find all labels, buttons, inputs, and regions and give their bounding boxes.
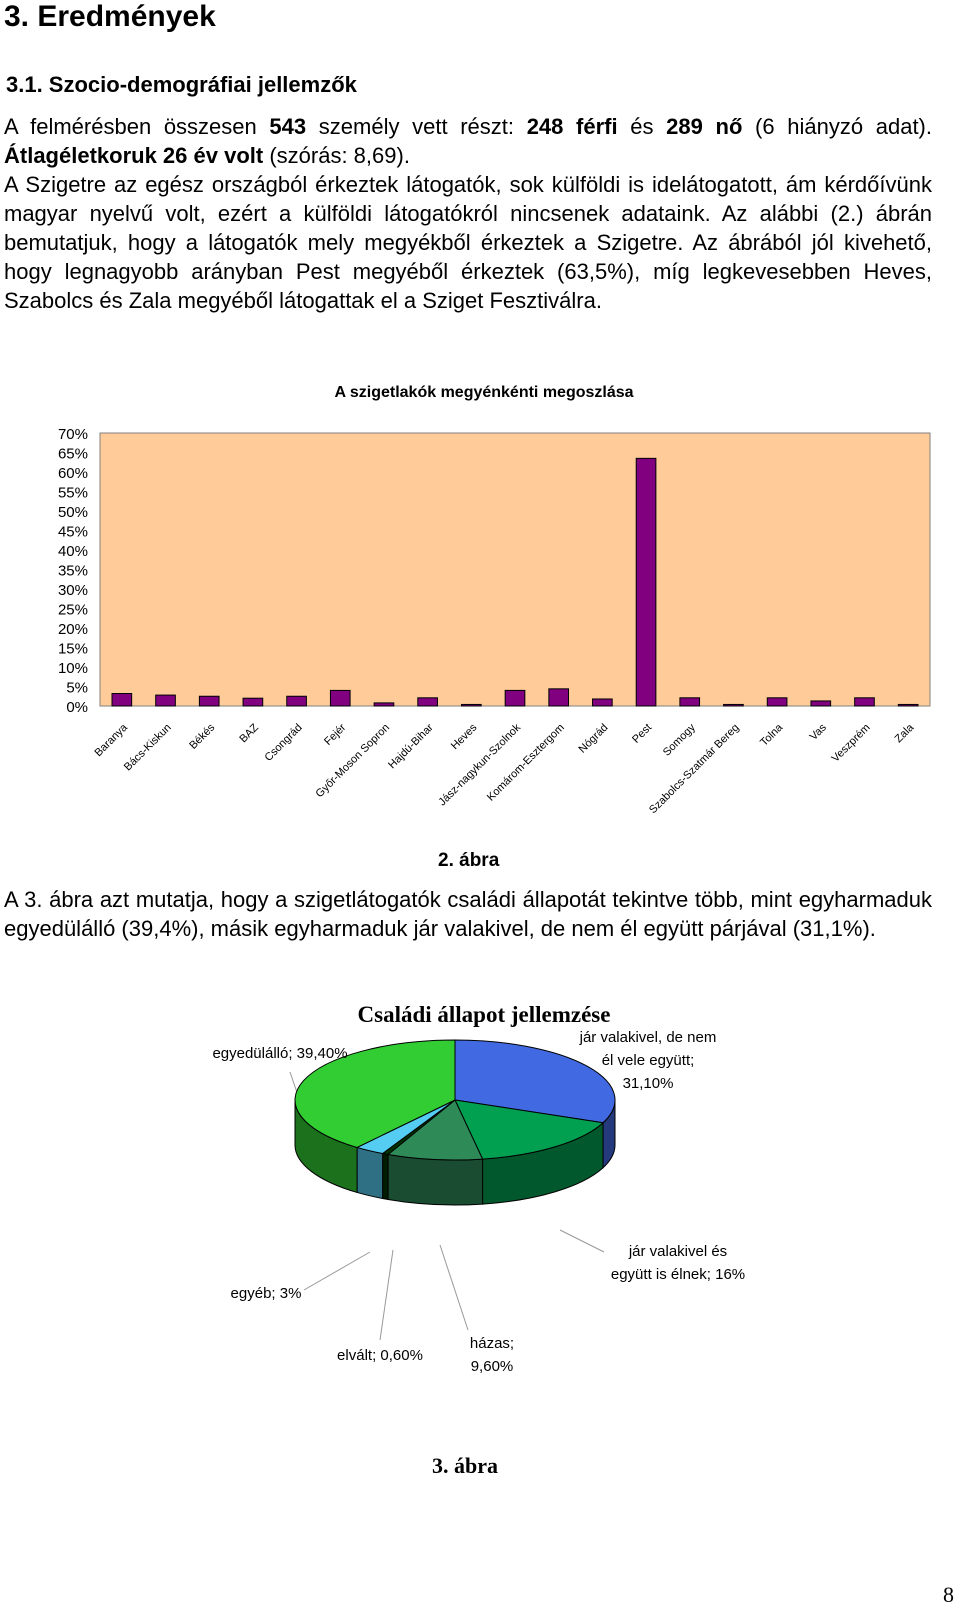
leader-line — [559, 1229, 605, 1253]
pie-label: él vele együtt; — [602, 1052, 695, 1069]
bar — [460, 703, 482, 707]
y-tick-label: 50% — [58, 504, 88, 521]
x-tick-label: Csongrád — [262, 722, 304, 764]
x-tick-label: Pest — [630, 722, 654, 746]
x-tick-label: Heves — [449, 721, 480, 752]
bar — [592, 698, 613, 707]
y-tick-label: 30% — [58, 582, 88, 599]
bar — [766, 697, 788, 707]
figure-caption-3: 3. ábra — [432, 1453, 498, 1478]
pie-label: egyedülálló; 39,40% — [212, 1045, 347, 1062]
pie-slice — [294, 1039, 456, 1148]
marital-status-pie-chart: Családi állapot jellemzése jár valakivel… — [212, 1002, 745, 1375]
pie-slice-side — [382, 1152, 389, 1201]
leader-line — [379, 1249, 394, 1341]
y-tick-label: 45% — [58, 524, 88, 541]
bar — [329, 689, 351, 707]
x-tick-label: Veszprém — [830, 722, 873, 765]
paragraph-participants: A felmérésben összesen 543 személy vett … — [4, 114, 932, 168]
x-tick-label: Bács-Kiskun — [122, 722, 174, 774]
chart-title: Családi állapot jellemzése — [358, 1002, 611, 1027]
y-tick-label: 5% — [66, 680, 88, 697]
x-tick-label: Hajdú-Bihar — [386, 721, 436, 771]
pie-label: 9,60% — [471, 1358, 514, 1375]
x-tick-label: Fejér — [322, 721, 348, 747]
bar — [417, 697, 438, 707]
pie-label: egyéb; 3% — [231, 1285, 302, 1302]
bar — [723, 703, 744, 707]
bar — [810, 700, 832, 707]
leader-line — [439, 1244, 469, 1331]
page-number: 8 — [943, 1582, 954, 1607]
pie-slice-side — [387, 1153, 484, 1206]
bar — [854, 697, 875, 707]
x-tick-label: Tolna — [758, 721, 786, 749]
x-tick-label: Baranya — [92, 721, 130, 759]
pie-slice — [454, 1099, 605, 1160]
county-bar-chart: A szigetlakók megyénkénti megoszlása 0% 5… — [58, 384, 931, 817]
pie-label: jár valakivel és — [628, 1243, 727, 1260]
x-tick-label: Jász-nagykun-Szolnok — [436, 721, 523, 808]
bar — [111, 693, 133, 707]
y-tick-label: 15% — [58, 641, 88, 658]
bar — [635, 457, 657, 707]
pie-slice — [386, 1099, 484, 1161]
y-tick-label: 25% — [58, 602, 88, 619]
x-tick-label: Zala — [893, 721, 917, 745]
y-tick-label: 0% — [66, 699, 88, 716]
x-tick-label: Nógrád — [576, 722, 610, 756]
y-tick-label: 65% — [58, 446, 88, 463]
pie-label: együtt is élnek; 16% — [611, 1266, 745, 1283]
y-tick-label: 40% — [58, 543, 88, 560]
figure-caption-2: 2. ábra — [438, 850, 500, 871]
section-heading: 3.1. Szocio-demográfiai jellemzők — [6, 72, 357, 97]
bar — [373, 702, 395, 707]
x-tick-label: Békés — [187, 721, 217, 751]
y-tick-label: 10% — [58, 660, 88, 677]
pie-slice-side — [356, 1146, 384, 1200]
x-tick-label: Somogy — [661, 721, 698, 758]
plot-area — [99, 432, 931, 707]
bar — [504, 689, 526, 707]
bar — [242, 697, 264, 707]
chart-title: A szigetlakók megyénkénti megoszlása — [334, 384, 633, 401]
bar — [155, 694, 176, 707]
y-tick-label: 35% — [58, 563, 88, 580]
x-tick-label: Vas — [808, 721, 830, 743]
x-tick-label: Szabolcs-Szatmár Bereg — [647, 722, 742, 817]
y-tick-label: 20% — [58, 621, 88, 638]
pie-label: 31,10% — [623, 1075, 674, 1092]
page-heading: 3. Eredmények — [4, 0, 216, 33]
x-tick-label: Komárom-Esztergom — [485, 722, 567, 804]
paragraph-counties: A Szigetre az egész országból érkeztek l… — [4, 172, 932, 313]
pie-label: házas; — [470, 1335, 514, 1352]
x-tick-label: Győr-Moson Sopron — [314, 722, 393, 801]
bar — [198, 695, 220, 707]
leader-line — [303, 1251, 371, 1291]
pie-label: elvált; 0,60% — [337, 1347, 423, 1364]
bar — [548, 688, 570, 707]
bar — [679, 697, 701, 707]
y-tick-label: 60% — [58, 465, 88, 482]
pie-label: jár valakivel, de nem — [579, 1029, 717, 1046]
x-tick-label: BAZ — [237, 721, 261, 745]
pie-slice — [454, 1039, 616, 1124]
y-tick-label: 70% — [58, 426, 88, 443]
bar — [897, 703, 919, 707]
y-tick-label: 55% — [58, 485, 88, 502]
bar — [286, 695, 307, 707]
paragraph-marital: A 3. ábra azt mutatja, hogy a szigetláto… — [4, 887, 932, 941]
